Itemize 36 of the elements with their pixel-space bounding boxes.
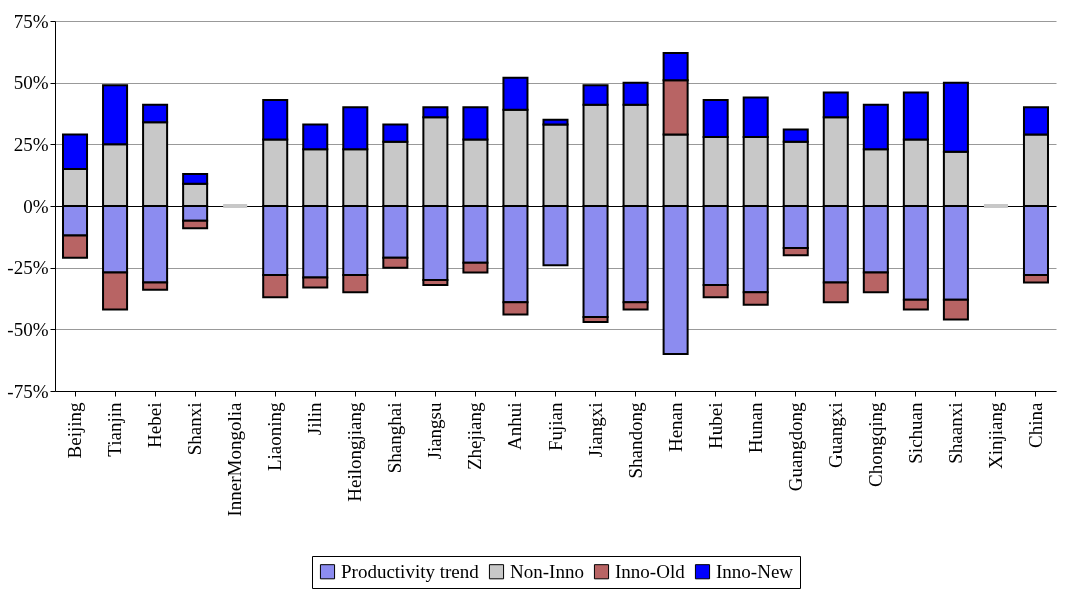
x-tick-label: Guangxi — [824, 402, 846, 468]
x-tick-label: Tianjin — [104, 402, 126, 457]
x-tick-label: Xinjiang — [984, 402, 1006, 469]
y-tick-label: -50% — [7, 318, 49, 340]
x-tick-label: Beijing — [64, 402, 86, 459]
legend-label: Productivity trend — [341, 560, 480, 582]
x-tick-label: Henan — [664, 402, 686, 453]
x-tick-label: China — [1024, 401, 1046, 448]
legend-label: Inno-New — [716, 560, 794, 582]
y-tick-label: -75% — [7, 380, 49, 402]
x-tick-label: Jiangxi — [584, 402, 606, 458]
y-tick-label: -25% — [7, 257, 49, 279]
y-tick-label: 0% — [23, 195, 49, 217]
legend-label: Inno-Old — [615, 560, 686, 582]
legend-label: Non-Inno — [510, 560, 584, 582]
x-tick-label: Guangdong — [784, 402, 806, 492]
x-tick-label: Hunan — [744, 402, 766, 454]
x-tick-label: Heilongjiang — [344, 402, 366, 502]
x-tick-label: Jilin — [304, 402, 326, 436]
x-tick-label: Jiangsu — [424, 402, 446, 460]
y-tick-label: 25% — [13, 133, 49, 155]
x-tick-label: Hebei — [144, 402, 166, 448]
x-tick-label: Zhejiang — [464, 402, 486, 471]
x-tick-label: Shanghai — [384, 402, 406, 474]
x-tick-label: Shaanxi — [944, 402, 966, 464]
x-tick-label: InnerMongolia — [224, 401, 246, 517]
x-tick-label: Hubei — [704, 402, 726, 449]
y-tick-label: 75% — [13, 10, 49, 32]
x-tick-label: Anhui — [504, 402, 526, 450]
x-tick-label: Shandong — [624, 402, 646, 479]
y-tick-label: 50% — [13, 72, 49, 94]
x-tick-label: Fujian — [544, 402, 566, 452]
x-tick-label: Liaoning — [264, 402, 286, 472]
x-tick-label: Shanxi — [184, 402, 206, 456]
x-tick-label: Chongqing — [864, 402, 886, 487]
x-tick-label: Sichuan — [904, 402, 926, 464]
